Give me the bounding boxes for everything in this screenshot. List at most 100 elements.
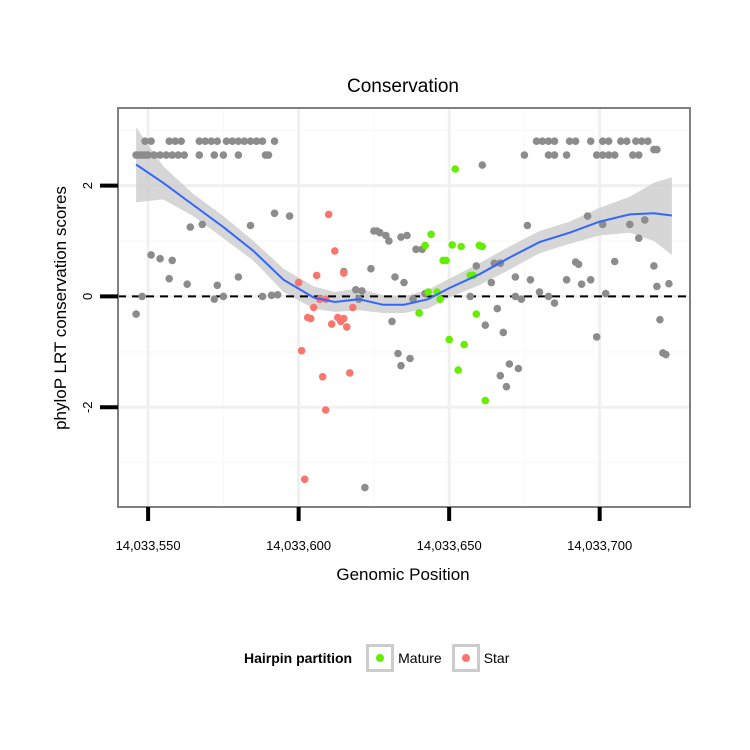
x-tick-label: 14,033,550 xyxy=(116,538,181,553)
data-point-other xyxy=(496,371,505,380)
data-point-other xyxy=(219,292,228,301)
data-point-other xyxy=(219,151,228,159)
data-point-other xyxy=(150,151,158,159)
data-point-other xyxy=(520,151,529,159)
data-point-star xyxy=(331,247,339,255)
data-point-other xyxy=(550,299,559,307)
legend: Hairpin partition Mature Star xyxy=(244,640,519,676)
data-point-other xyxy=(171,137,179,145)
data-point-other xyxy=(201,137,210,145)
data-point-other xyxy=(562,276,571,284)
data-point-other xyxy=(198,220,207,229)
data-point-other xyxy=(285,212,294,220)
data-point-other xyxy=(174,151,182,159)
data-point-other xyxy=(141,137,149,145)
data-point-other xyxy=(604,151,613,159)
data-point-other xyxy=(550,137,559,145)
data-point-other xyxy=(352,286,360,294)
data-point-other xyxy=(195,137,204,145)
data-point-other xyxy=(186,223,195,231)
data-point-star xyxy=(349,303,357,312)
data-point-other xyxy=(610,257,619,266)
data-point-other xyxy=(544,151,553,159)
data-point-other xyxy=(523,221,532,230)
data-point-other xyxy=(165,137,173,145)
data-point-other xyxy=(234,151,243,159)
data-point-other xyxy=(626,220,634,229)
legend-item-star: Star xyxy=(451,644,514,672)
data-point-other xyxy=(376,228,384,237)
x-tick-label: 14,033,650 xyxy=(417,538,482,553)
data-point-other xyxy=(604,137,613,145)
data-point-other xyxy=(264,151,273,159)
data-point-mature xyxy=(445,335,454,344)
data-point-star xyxy=(309,303,318,312)
data-point-other xyxy=(406,354,414,363)
data-point-star xyxy=(297,346,306,355)
data-point-mature xyxy=(472,310,481,318)
data-point-other xyxy=(598,151,607,159)
data-point-other xyxy=(252,137,261,145)
data-point-other xyxy=(409,295,417,304)
data-point-other xyxy=(156,254,164,263)
data-point-other xyxy=(165,274,173,283)
data-point-other xyxy=(493,304,502,313)
legend-item-mature: Mature xyxy=(366,644,446,672)
data-point-mature xyxy=(460,340,469,349)
data-point-other xyxy=(650,262,658,270)
data-point-other xyxy=(270,137,279,145)
data-point-other xyxy=(234,273,243,281)
data-point-other xyxy=(662,350,670,359)
legend-key-box xyxy=(366,644,395,672)
y-tick-label: 0 xyxy=(80,293,95,300)
data-point-other xyxy=(210,151,219,159)
data-point-mature xyxy=(481,396,490,405)
data-point-other xyxy=(544,292,553,301)
data-point-other xyxy=(574,260,583,269)
data-point-other xyxy=(222,137,231,145)
data-point-other xyxy=(517,295,526,304)
data-point-other xyxy=(487,278,496,287)
plot-border xyxy=(117,107,691,508)
data-point-star xyxy=(346,369,354,377)
data-point-other xyxy=(544,137,553,145)
data-point-other xyxy=(162,151,170,159)
data-point-mature xyxy=(448,241,457,249)
data-point-other xyxy=(147,251,155,259)
data-point-other xyxy=(466,292,475,301)
data-point-mature xyxy=(421,241,429,250)
data-point-other xyxy=(632,137,640,145)
data-point-other xyxy=(565,137,574,145)
data-point-other xyxy=(168,256,176,265)
data-point-other xyxy=(267,291,276,300)
data-point-other xyxy=(180,151,188,159)
data-point-other xyxy=(562,151,571,159)
data-point-other xyxy=(526,276,535,284)
data-point-other xyxy=(210,295,219,304)
data-point-other xyxy=(478,161,487,169)
data-point-other xyxy=(653,145,661,154)
data-point-other xyxy=(601,289,610,298)
data-point-other xyxy=(132,310,140,318)
data-point-other xyxy=(535,288,544,296)
data-point-other xyxy=(385,237,393,245)
data-point-star xyxy=(327,320,336,328)
data-point-other xyxy=(577,280,586,289)
data-point-other xyxy=(592,333,601,341)
data-point-other xyxy=(213,137,222,145)
data-point-other xyxy=(397,361,405,370)
data-point-other xyxy=(511,273,520,281)
data-point-other xyxy=(183,280,191,289)
data-point-mature xyxy=(451,165,460,173)
data-point-other xyxy=(629,151,637,159)
data-point-other xyxy=(156,151,164,159)
data-point-other xyxy=(147,137,155,145)
data-point-other xyxy=(550,151,559,159)
data-point-mature xyxy=(478,242,487,251)
data-point-other xyxy=(481,321,490,330)
data-point-star xyxy=(340,314,348,323)
smooth-trend-line xyxy=(135,163,673,306)
data-point-other xyxy=(499,328,508,337)
data-point-mature xyxy=(427,230,435,239)
